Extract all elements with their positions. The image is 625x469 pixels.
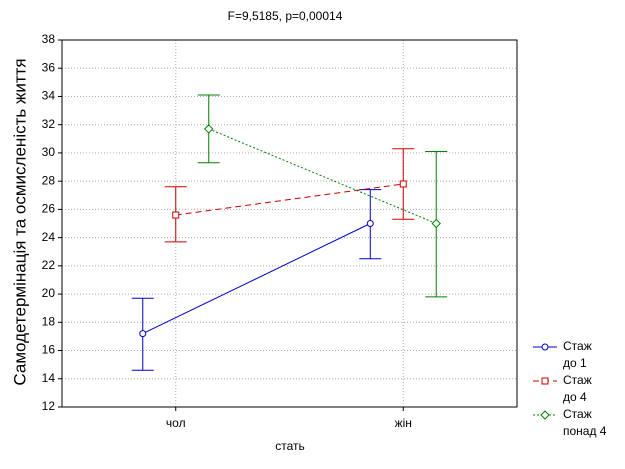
x-tick-label: чол — [166, 416, 186, 430]
y-tick-label: 26 — [42, 202, 56, 216]
y-tick-label: 16 — [42, 343, 56, 357]
marker — [366, 220, 374, 227]
y-tick-label: 12 — [42, 399, 56, 413]
marker — [540, 410, 550, 420]
y-tick-label: 38 — [42, 32, 56, 46]
x-tick-label: жін — [395, 416, 412, 430]
y-tick-label: 34 — [42, 89, 56, 103]
marker — [541, 377, 549, 385]
y-tick-label: 28 — [42, 173, 56, 187]
marker — [399, 180, 407, 188]
y-tick-label: 30 — [42, 145, 56, 159]
series-line — [208, 128, 437, 224]
x-axis-label: стать — [275, 439, 305, 453]
marker — [541, 343, 549, 351]
plot-area — [62, 40, 517, 407]
marker — [139, 330, 147, 338]
chart-title: F=9,5185, p=0,00014 — [228, 9, 343, 23]
y-axis-label: Самодетермінація та осмисленість життя — [10, 58, 29, 385]
series-line — [142, 223, 371, 335]
y-tick-label: 32 — [42, 117, 56, 131]
plot-frame — [61, 39, 518, 408]
y-tick-label: 20 — [42, 286, 56, 300]
y-tick-label: 14 — [42, 371, 56, 385]
y-tick-label: 18 — [42, 314, 56, 328]
marker — [431, 218, 441, 229]
legend-label: Стаж до 4 — [563, 373, 592, 404]
marker — [204, 124, 214, 134]
legend-label: Стаж до 1 — [563, 339, 592, 370]
legend-label: Стаж понад 4 — [563, 407, 607, 438]
y-tick-label: 22 — [42, 258, 56, 272]
marker — [172, 211, 180, 219]
y-tick-label: 24 — [42, 230, 56, 244]
series-line — [175, 183, 404, 216]
y-tick-label: 36 — [42, 60, 56, 74]
